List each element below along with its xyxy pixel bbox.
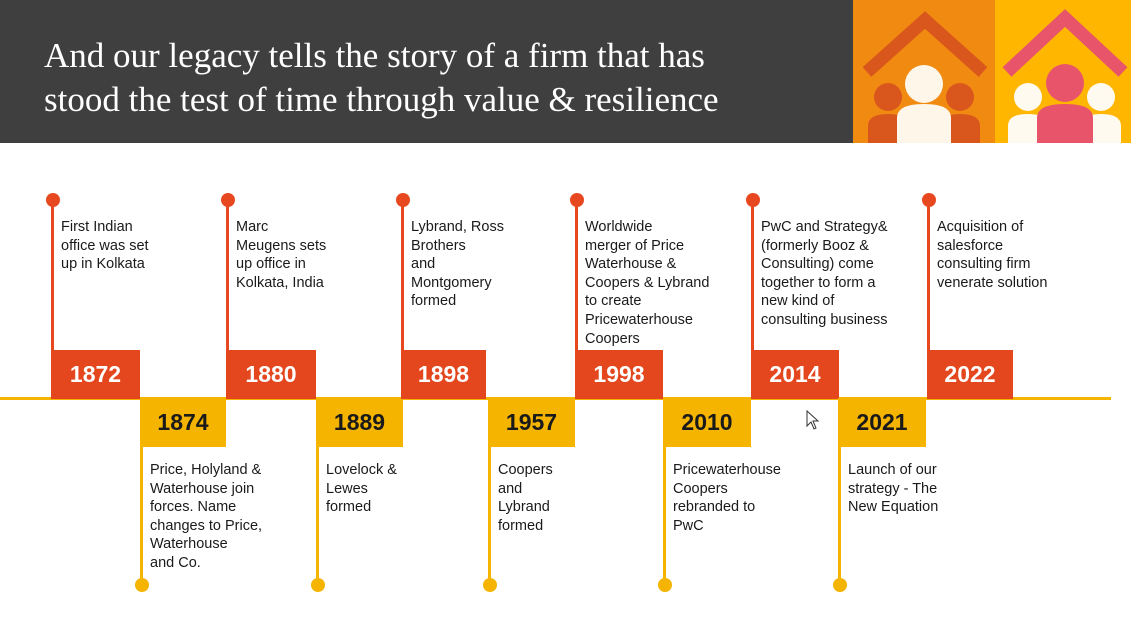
- milestone-stem-1898: [401, 200, 404, 352]
- slide-title-line-2: stood the test of time through value & r…: [44, 80, 719, 119]
- milestone-description-1957: Coopers and Lybrand formed: [498, 462, 553, 534]
- milestone-stem-2010: [663, 446, 666, 586]
- milestone-stem-1872: [51, 200, 54, 352]
- milestone-description-1872: First Indian office was set up in Kolkat…: [61, 219, 149, 273]
- milestone-stem-2022: [927, 200, 930, 352]
- year-label-2014: 2014: [751, 350, 839, 399]
- milestone-stem-1874: [140, 446, 143, 586]
- year-label-1957: 1957: [488, 398, 575, 447]
- year-label-1898: 1898: [401, 350, 486, 399]
- milestone-description-2022: Acquisition of salesforce consulting fir…: [937, 219, 1048, 291]
- people-house-illustration: [853, 0, 1131, 143]
- milestone-dot-1957: [483, 578, 497, 592]
- milestone-stem-2014: [751, 200, 754, 352]
- milestone-dot-2021: [833, 578, 847, 592]
- milestone-description-2010: Pricewaterhouse Coopers rebranded to PwC: [673, 462, 781, 534]
- milestone-dot-1889: [311, 578, 325, 592]
- milestone-stem-1957: [488, 446, 491, 586]
- milestone-dot-1998: [570, 193, 584, 207]
- year-label-2022: 2022: [927, 350, 1013, 399]
- year-label-1872: 1872: [51, 350, 140, 399]
- milestone-description-1889: Lovelock & Lewes formed: [326, 462, 397, 516]
- year-label-1880: 1880: [226, 350, 316, 399]
- milestone-description-1898: Lybrand, Ross Brothers and Montgomery fo…: [411, 219, 504, 310]
- milestone-description-1880: Marc Meugens sets up office in Kolkata, …: [236, 219, 327, 291]
- year-label-2021: 2021: [838, 398, 926, 447]
- milestone-dot-2010: [658, 578, 672, 592]
- milestone-stem-2021: [838, 446, 841, 586]
- year-label-1998: 1998: [575, 350, 663, 399]
- mouse-cursor-icon: [806, 410, 820, 430]
- milestone-dot-2014: [746, 193, 760, 207]
- year-label-2010: 2010: [663, 398, 751, 447]
- milestone-description-1874: Price, Holyland & Waterhouse join forces…: [150, 462, 263, 571]
- milestone-description-2021: Launch of our strategy - The New Equatio…: [848, 462, 939, 516]
- milestone-dot-1880: [221, 193, 235, 207]
- year-label-1874: 1874: [140, 398, 226, 447]
- milestone-dot-1898: [396, 193, 410, 207]
- year-label-1889: 1889: [316, 398, 403, 447]
- milestone-stem-1880: [226, 200, 229, 352]
- title-banner: And our legacy tells the story of a firm…: [0, 0, 853, 143]
- milestone-dot-2022: [922, 193, 936, 207]
- milestone-stem-1998: [575, 200, 578, 352]
- milestone-dot-1872: [46, 193, 60, 207]
- milestone-dot-1874: [135, 578, 149, 592]
- slide-title: And our legacy tells the story of a firm…: [44, 34, 844, 122]
- milestone-description-2014: PwC and Strategy& (formerly Booz & Consu…: [761, 219, 888, 328]
- milestone-description-1998: Worldwide merger of Price Waterhouse & C…: [585, 219, 710, 347]
- milestone-stem-1889: [316, 446, 319, 586]
- slide-title-line-1: And our legacy tells the story of a firm…: [44, 36, 705, 75]
